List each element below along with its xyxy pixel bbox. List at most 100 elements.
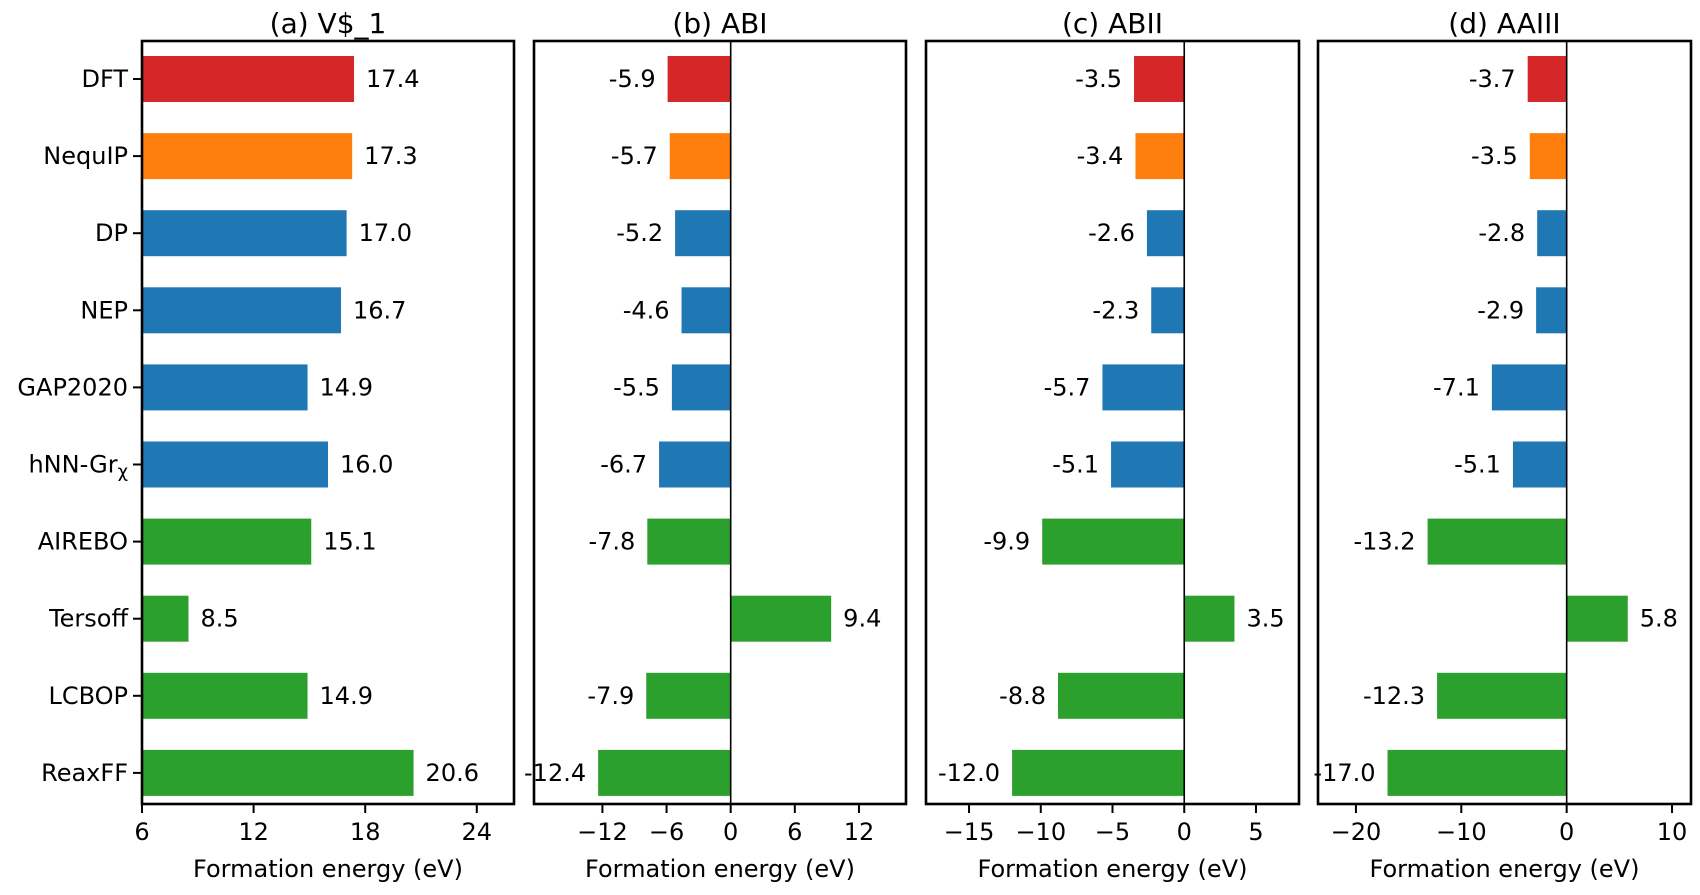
value-label: -3.4 [1077, 142, 1124, 170]
value-label: -2.9 [1477, 296, 1524, 324]
bar-3-9 [1057, 672, 1185, 719]
x-tick-label: −15 [944, 818, 995, 846]
panel-title: (a) V$_1 [270, 7, 387, 40]
category-label: GAP2020 [17, 373, 128, 401]
bar-1-8 [142, 595, 189, 642]
bar-4-2 [1529, 133, 1567, 180]
bar-4-3 [1537, 210, 1567, 257]
bar-2-8 [730, 595, 832, 642]
x-tick-label: 12 [844, 818, 875, 846]
value-label: -2.6 [1088, 219, 1135, 247]
value-label: 3.5 [1246, 605, 1284, 633]
bar-1-10 [142, 749, 414, 796]
value-label: 15.1 [323, 528, 376, 556]
x-tick-label: 0 [1177, 818, 1192, 846]
category-label: NequIP [43, 142, 128, 170]
value-label: -2.8 [1478, 219, 1525, 247]
bar-4-6 [1512, 441, 1567, 488]
bar-2-9 [646, 672, 731, 719]
x-axis-label: Formation energy (eV) [1370, 855, 1640, 883]
value-label: -5.5 [613, 373, 660, 401]
x-tick-label: 24 [462, 818, 493, 846]
x-tick-label: 18 [350, 818, 381, 846]
value-label: -7.9 [587, 682, 634, 710]
bar-3-6 [1111, 441, 1185, 488]
x-axis-label: Formation energy (eV) [585, 855, 855, 883]
category-label: NEP [80, 296, 128, 324]
bar-2-2 [669, 133, 731, 180]
category-label: hNN-Grχ [28, 451, 128, 483]
bar-3-5 [1102, 364, 1185, 411]
x-tick-label: 10 [1657, 818, 1688, 846]
bar-1-1 [142, 56, 355, 102]
value-label: -17.0 [1313, 759, 1375, 787]
category-label: ReaxFF [41, 759, 128, 787]
panel-4: -3.7 -3.5 -2.8 -2.9 -7.1 -5.1 -13.2 5.8 -12.3 -17… [1313, 7, 1693, 883]
x-tick-label: −12 [577, 818, 628, 846]
value-label: -5.7 [611, 142, 658, 170]
bar-3-2 [1135, 133, 1185, 180]
x-tick-label: −6 [649, 818, 684, 846]
bar-3-8 [1184, 595, 1235, 642]
bar-1-6 [142, 441, 328, 488]
x-tick-label: 12 [238, 818, 269, 846]
value-label: 17.3 [364, 142, 417, 170]
x-tick-label: 6 [134, 818, 149, 846]
bar-3-7 [1042, 518, 1185, 565]
bar-1-3 [142, 210, 347, 257]
category-label: AIREBO [38, 528, 128, 556]
value-label: -5.1 [1052, 451, 1099, 479]
x-axis-label: Formation energy (eV) [978, 855, 1248, 883]
value-label: 9.4 [843, 605, 881, 633]
value-label: -12.3 [1363, 682, 1425, 710]
x-tick-label: 0 [723, 818, 738, 846]
category-label: LCBOP [48, 682, 128, 710]
value-label: -2.3 [1092, 296, 1139, 324]
value-label: -5.1 [1454, 451, 1501, 479]
value-label: 14.9 [320, 682, 373, 710]
value-label: 20.6 [426, 759, 479, 787]
bar-3-4 [1151, 287, 1185, 334]
value-label: -3.5 [1471, 142, 1518, 170]
category-label: DFT [81, 65, 128, 93]
value-label: -6.7 [600, 451, 647, 479]
bar-2-7 [647, 518, 731, 565]
bar-3-10 [1012, 749, 1185, 796]
panel-1: 17.4 17.3 17.0 16.7 14.9 16.0 15.1 8.5 14.9 20.6 6… [17, 7, 516, 883]
bar-2-10 [598, 749, 731, 796]
bar-1-7 [142, 518, 312, 565]
bar-4-7 [1427, 518, 1567, 565]
bar-1-4 [142, 287, 342, 334]
value-label: -4.6 [623, 296, 670, 324]
x-tick-label: −5 [1095, 818, 1130, 846]
value-label: -9.9 [983, 528, 1030, 556]
bar-2-1 [667, 56, 731, 102]
bar-4-4 [1536, 287, 1567, 334]
panel-2: -5.9-5.7-5.2-4.6-5.5-6.7-7.89.4-7.9-12.4… [524, 7, 908, 883]
category-label: Tersoff [48, 605, 128, 633]
bar-2-5 [671, 364, 731, 411]
bar-4-9 [1437, 672, 1567, 719]
bar-3-3 [1146, 210, 1185, 257]
value-label: 5.8 [1640, 605, 1678, 633]
bar-4-5 [1491, 364, 1567, 411]
bar-2-6 [659, 441, 731, 488]
x-tick-label: 5 [1248, 818, 1263, 846]
value-label: -3.5 [1075, 65, 1122, 93]
x-axis-label: Formation energy (eV) [193, 855, 463, 883]
panel-title: (c) ABII [1062, 7, 1163, 40]
value-label: -7.8 [588, 528, 635, 556]
bar-3-1 [1134, 56, 1185, 102]
value-label: -7.1 [1433, 373, 1480, 401]
axes-frame [532, 39, 908, 806]
value-label: 14.9 [320, 373, 373, 401]
value-label: 16.7 [353, 296, 406, 324]
value-label: 8.5 [201, 605, 239, 633]
axes-frame [1316, 39, 1693, 806]
bar-4-8 [1566, 595, 1628, 642]
value-label: 17.0 [359, 219, 412, 247]
x-tick-label: −20 [1331, 818, 1382, 846]
bar-1-5 [142, 364, 308, 411]
bar-1-9 [142, 672, 308, 719]
